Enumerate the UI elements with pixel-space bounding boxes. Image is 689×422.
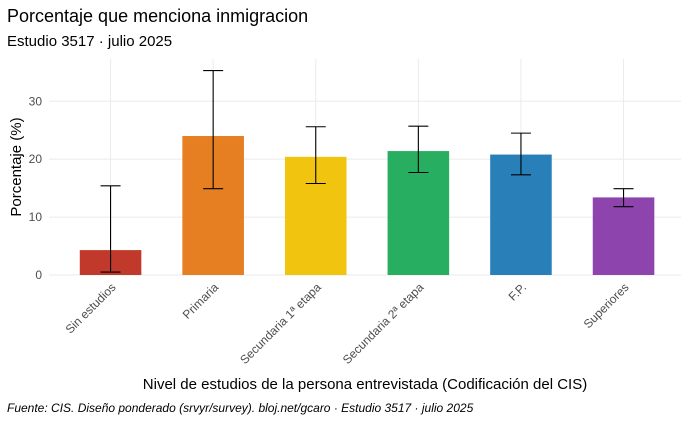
x-tick-label: Primaria <box>180 280 222 322</box>
error-bar <box>613 188 634 208</box>
y-tick-label: 20 <box>29 152 43 166</box>
error-bar <box>305 126 326 185</box>
y-tick-label: 30 <box>29 94 43 108</box>
x-tick-label: Secundaria 1ª etapa <box>237 280 324 367</box>
x-tick-label: F.P. <box>506 280 529 303</box>
y-tick-label: 10 <box>29 210 43 224</box>
error-bar <box>100 185 121 273</box>
x-tick-label: Secundaria 2ª etapa <box>340 280 427 367</box>
chart-caption: Fuente: CIS. Diseño ponderado (srvyr/sur… <box>7 401 474 415</box>
chart-title: Porcentaje que menciona inmigracion <box>7 6 309 26</box>
x-axis-ticks: Sin estudios Primaria Secundaria 1ª etapa S… <box>63 280 632 367</box>
y-axis-title: Porcentaje (%) <box>8 117 25 216</box>
y-axis-ticks: 0 10 20 30 <box>29 94 43 282</box>
bar-chart: 0 10 20 30 Sin estudios Primaria Secundaria 1… <box>8 59 681 393</box>
x-tick-label: Sin estudios <box>63 280 119 336</box>
x-axis-title: Nivel de estudios de la persona entrevis… <box>143 376 587 393</box>
chart-subtitle: Estudio 3517 · julio 2025 <box>7 33 173 50</box>
y-tick-label: 0 <box>35 268 42 282</box>
gridlines <box>49 59 681 276</box>
error-bar <box>203 70 224 190</box>
error-bar <box>510 132 531 176</box>
error-bars <box>100 70 634 273</box>
x-tick-label: Superiores <box>581 280 632 331</box>
error-bar <box>408 125 429 174</box>
bars <box>79 136 655 275</box>
bar <box>592 197 655 275</box>
